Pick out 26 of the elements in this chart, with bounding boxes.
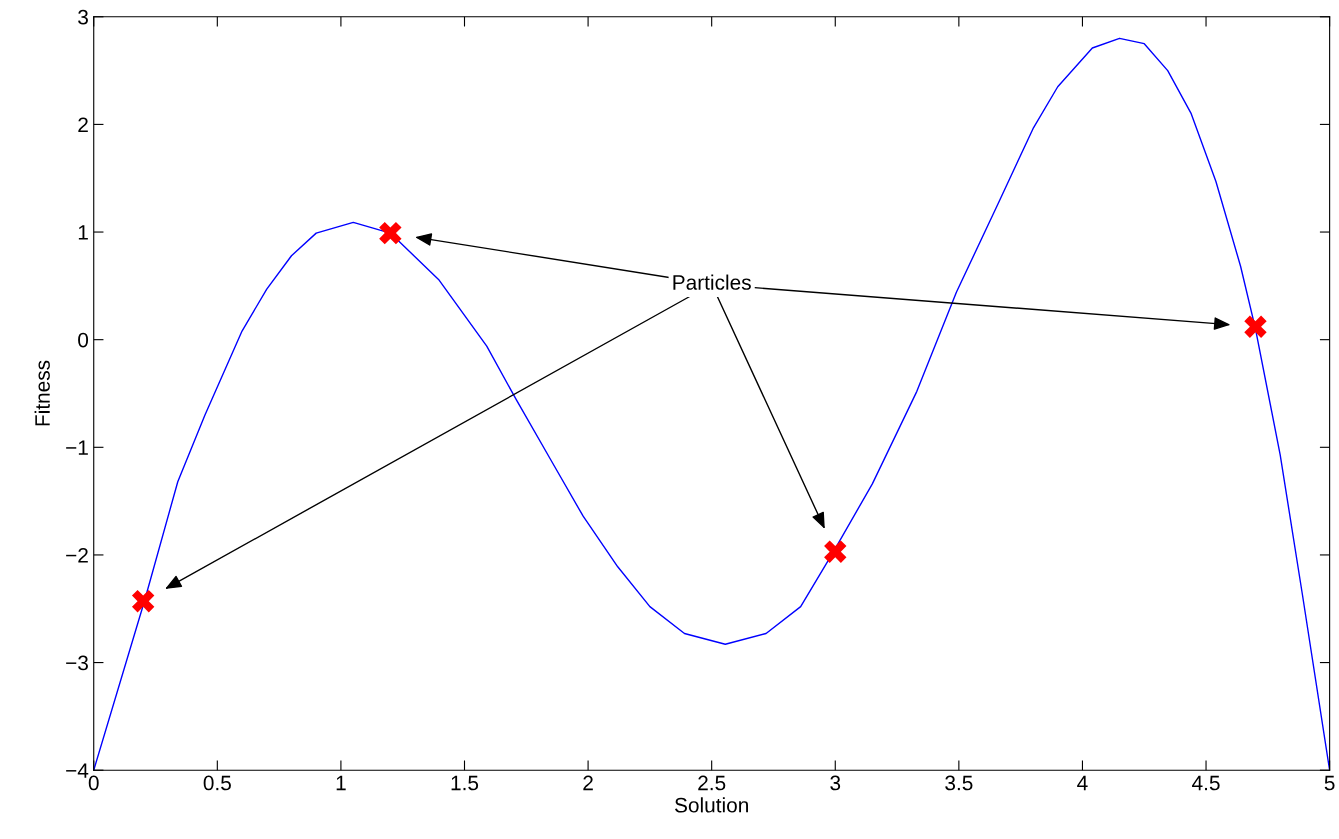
y-tick-label: 0 [78, 332, 89, 348]
y-tick-label: −3 [66, 655, 88, 671]
y-tick-label: 2 [78, 117, 88, 132]
annotation: Particles [673, 274, 751, 290]
y-axis-title: Fitness [34, 360, 50, 426]
x-tick-label: 1 [336, 775, 346, 791]
x-tick-label: 4 [1077, 775, 1088, 791]
y-tick-label: −1 [66, 440, 88, 455]
x-tick-label: 2.5 [698, 775, 726, 791]
x-tick-label: 1.5 [451, 775, 479, 791]
point [379, 221, 402, 245]
y-tick-label: 1 [78, 225, 88, 240]
x-tick-label: 0 [88, 775, 99, 791]
y-tick-label: −2 [66, 547, 88, 563]
x-tick-label: 5 [1324, 775, 1335, 791]
x-tick-label: 3 [830, 775, 841, 791]
x-tick-label: 4.5 [1192, 775, 1220, 791]
x-tick-label: 3.5 [945, 775, 973, 791]
point [1244, 315, 1267, 338]
point [824, 540, 847, 563]
x-tick-label: 0.5 [203, 775, 231, 791]
x-axis-title: Solution [674, 797, 748, 813]
x-tick-label: 2 [583, 775, 593, 791]
y-tick-label: −4 [66, 763, 89, 778]
y-tick-label: 3 [78, 9, 88, 25]
point [131, 590, 155, 613]
